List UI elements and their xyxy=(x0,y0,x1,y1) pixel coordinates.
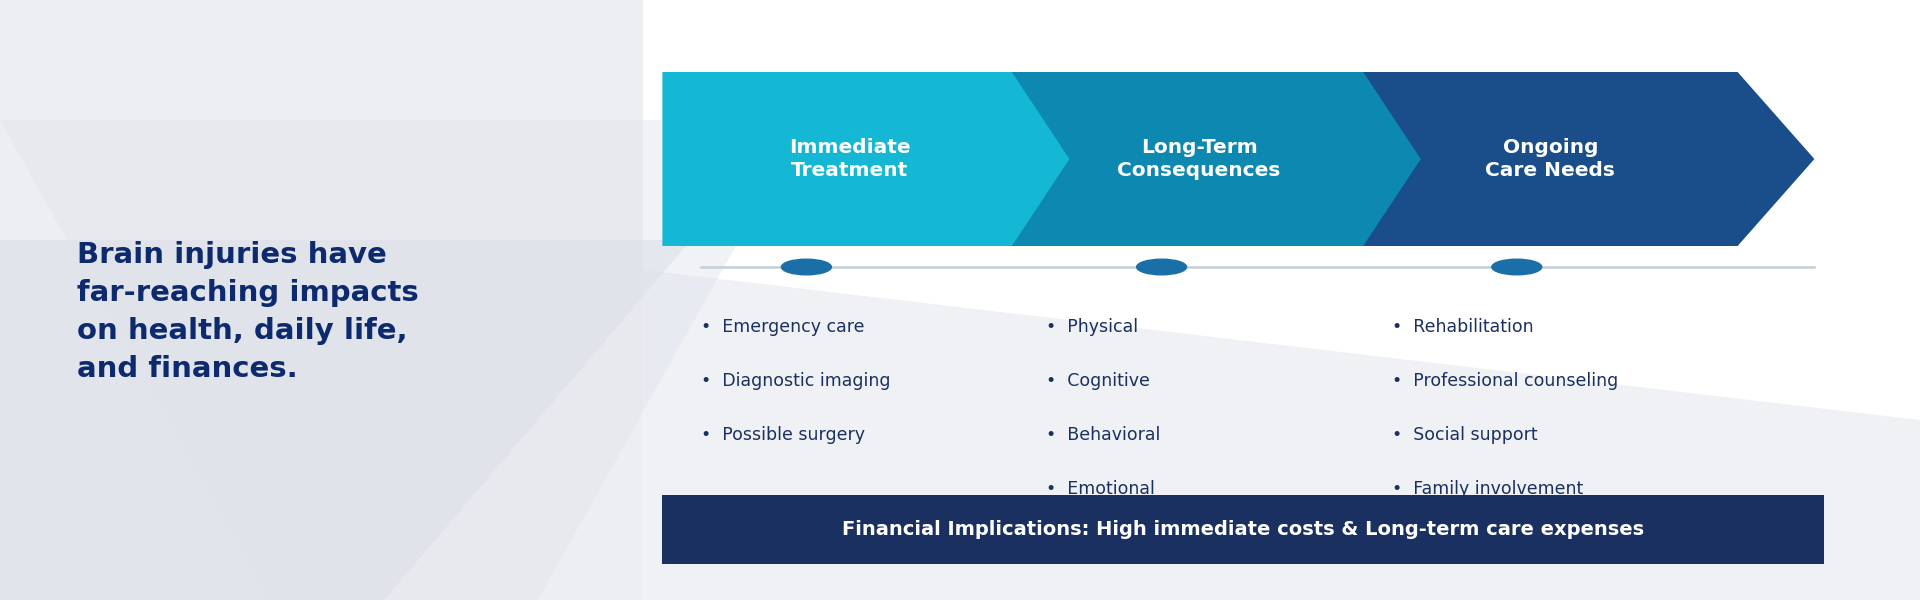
Text: Immediate
Treatment: Immediate Treatment xyxy=(789,138,910,180)
Text: •  Diagnostic imaging: • Diagnostic imaging xyxy=(701,372,891,390)
Text: •  Physical: • Physical xyxy=(1046,318,1139,336)
Polygon shape xyxy=(643,270,1920,600)
Text: •  Rehabilitation: • Rehabilitation xyxy=(1392,318,1534,336)
Polygon shape xyxy=(662,495,1824,564)
Text: •  Professional counseling: • Professional counseling xyxy=(1392,372,1619,390)
Polygon shape xyxy=(1363,72,1814,246)
Circle shape xyxy=(1137,259,1187,275)
Text: •  Emotional: • Emotional xyxy=(1046,480,1156,498)
Text: •  Possible surgery: • Possible surgery xyxy=(701,426,864,444)
Text: Long-Term
Consequences: Long-Term Consequences xyxy=(1117,138,1281,180)
Polygon shape xyxy=(0,120,806,600)
Text: •  Behavioral: • Behavioral xyxy=(1046,426,1162,444)
Circle shape xyxy=(781,259,831,275)
Text: •  Emergency care: • Emergency care xyxy=(701,318,864,336)
Polygon shape xyxy=(1012,72,1463,246)
Text: Brain injuries have
far-reaching impacts
on health, daily life,
and finances.: Brain injuries have far-reaching impacts… xyxy=(77,241,419,383)
Text: •  Cognitive: • Cognitive xyxy=(1046,372,1150,390)
Text: •  Social support: • Social support xyxy=(1392,426,1538,444)
Text: Financial Implications: High immediate costs & Long-term care expenses: Financial Implications: High immediate c… xyxy=(843,520,1644,539)
Text: Ongoing
Care Needs: Ongoing Care Needs xyxy=(1486,138,1615,180)
Polygon shape xyxy=(0,240,691,600)
Polygon shape xyxy=(643,0,1920,600)
Polygon shape xyxy=(662,72,1114,246)
Circle shape xyxy=(1492,259,1542,275)
Text: •  Family involvement: • Family involvement xyxy=(1392,480,1584,498)
